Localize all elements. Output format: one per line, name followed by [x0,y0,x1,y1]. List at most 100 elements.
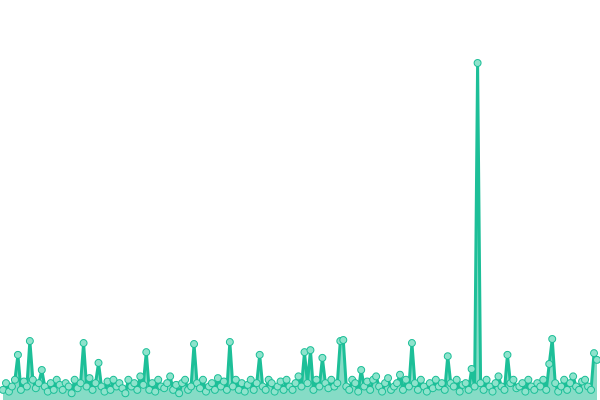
data-point [345,385,354,394]
data-point [228,382,237,391]
data-point [518,379,527,388]
data-point [521,387,530,396]
data-point [339,336,348,345]
data-point [491,379,500,388]
data-point [181,375,190,384]
data-point [455,387,464,396]
data-point [449,382,458,391]
data-point [190,340,199,349]
data-point [530,385,539,394]
data-point [175,389,184,398]
data-point [294,372,303,381]
data-point [372,372,381,381]
data-point [503,350,512,359]
data-point [482,375,491,384]
data-point [261,385,270,394]
data-point [488,387,497,396]
data-point [587,385,596,394]
data-point [545,359,554,368]
data-point [139,380,148,389]
data-point [401,375,410,384]
data-point [207,379,216,388]
data-point [539,375,548,384]
data-point [25,337,34,346]
data-point [395,370,404,379]
data-point [240,387,249,396]
data-point [219,377,228,386]
data-point [416,375,425,384]
data-point [124,375,133,384]
data-point [46,379,55,388]
data-point [22,382,31,391]
data-point [315,382,324,391]
data-point [309,385,318,394]
data-point [279,385,288,394]
data-point [357,366,366,375]
data-point [187,382,196,391]
data-point [476,379,485,388]
data-point [524,375,533,384]
data-point [163,379,172,388]
data-point [82,382,91,391]
data-point [384,374,393,383]
data-point [440,385,449,394]
data-point [467,364,476,373]
data-point [166,372,175,381]
data-point [142,348,151,357]
data-point [255,350,264,359]
data-point [210,385,219,394]
data-point [557,382,566,391]
data-point [106,385,115,394]
data-point [461,379,470,388]
data-point [10,375,19,384]
data-point [413,385,422,394]
data-point [267,379,276,388]
data-point [404,382,413,391]
data-point [70,375,79,384]
data-point [560,375,569,384]
data-point [85,374,94,383]
data-point [91,379,100,388]
data-point [306,346,315,355]
data-point [252,379,261,388]
series-area [3,63,597,400]
data-point [16,385,25,394]
data-point [563,385,572,394]
data-point [58,385,67,394]
data-point [318,353,327,362]
data-point [288,385,297,394]
data-points [0,59,600,398]
data-point [297,382,306,391]
data-point [34,379,43,388]
data-point [148,379,157,388]
data-point [1,379,10,388]
data-point [94,358,103,367]
data-point [575,385,584,394]
data-point [291,379,300,388]
data-point [443,352,452,361]
data-point [231,375,240,384]
data-point [222,385,231,394]
data-point [473,59,482,67]
data-point [312,375,321,384]
data-point [67,389,76,398]
data-point [593,355,600,364]
data-point [130,379,139,388]
data-point [410,379,419,388]
data-point [470,382,479,391]
data-point [136,372,145,381]
data-point [509,375,518,384]
data-point [13,350,22,359]
data-point [551,379,560,388]
data-point [154,375,163,384]
data-point [7,382,16,391]
data-point [569,372,578,381]
data-point [303,379,312,388]
data-point [366,385,375,394]
data-point [407,339,416,348]
data-point [49,385,58,394]
data-point [64,382,73,391]
data-point [333,379,342,388]
data-point [196,384,205,393]
